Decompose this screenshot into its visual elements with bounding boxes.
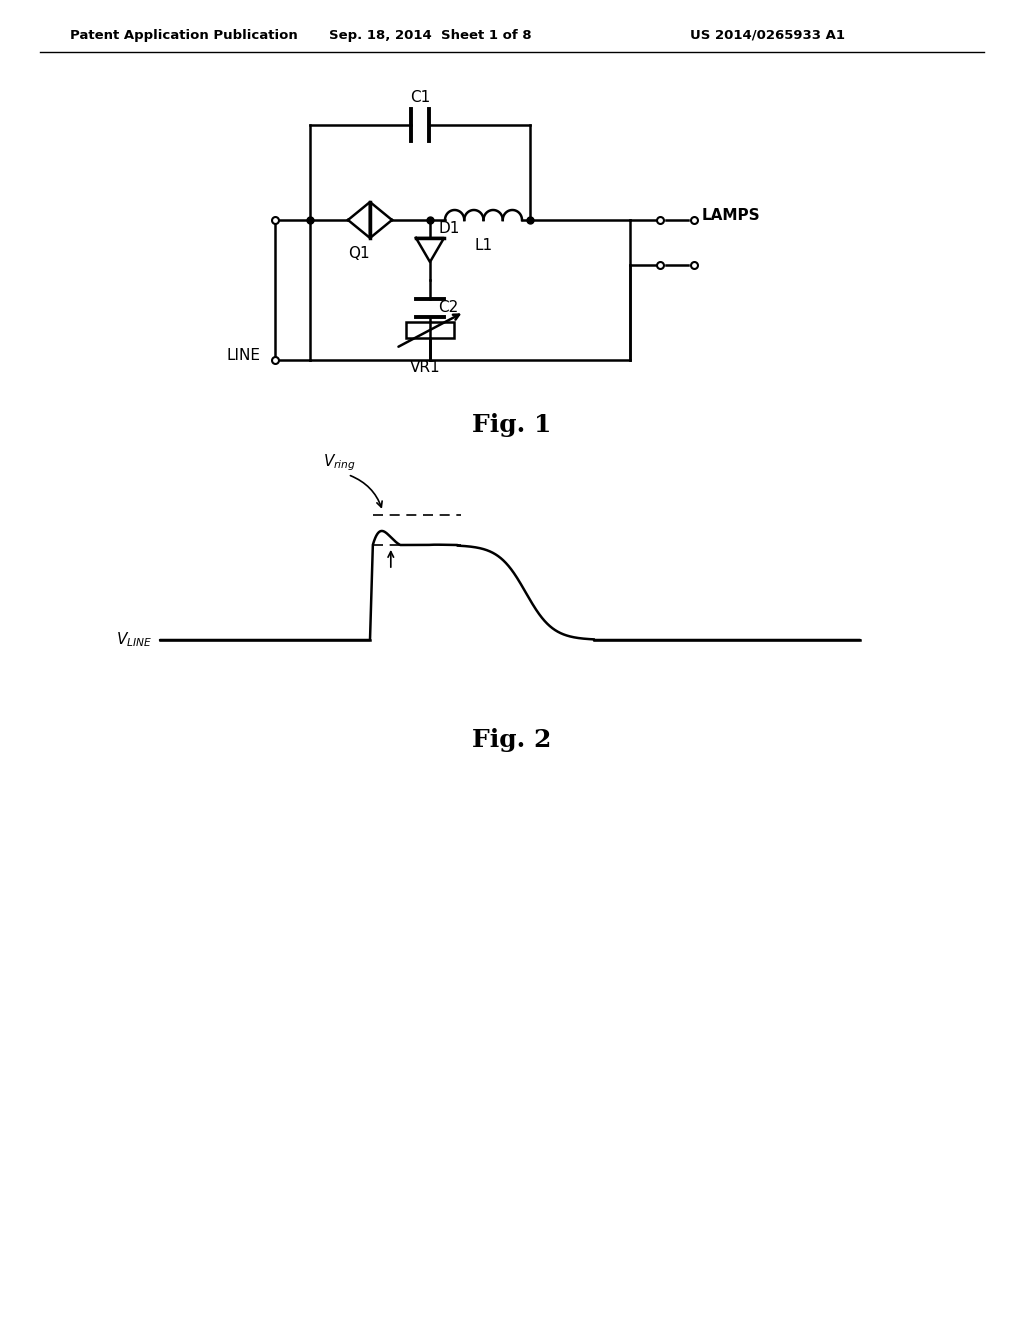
- Text: Patent Application Publication: Patent Application Publication: [70, 29, 298, 41]
- Text: VR1: VR1: [410, 360, 440, 375]
- Polygon shape: [416, 238, 444, 261]
- Text: Q1: Q1: [348, 246, 370, 261]
- FancyBboxPatch shape: [406, 322, 454, 338]
- Text: L1: L1: [474, 238, 493, 253]
- Text: D1: D1: [438, 220, 460, 236]
- Text: C2: C2: [438, 301, 459, 315]
- Text: US 2014/0265933 A1: US 2014/0265933 A1: [690, 29, 845, 41]
- Text: C1: C1: [410, 90, 430, 106]
- Text: LINE: LINE: [226, 347, 260, 363]
- Text: $V_{ring}$: $V_{ring}$: [323, 451, 355, 473]
- Polygon shape: [348, 202, 370, 238]
- Text: Sep. 18, 2014  Sheet 1 of 8: Sep. 18, 2014 Sheet 1 of 8: [329, 29, 531, 41]
- Text: Fig. 2: Fig. 2: [472, 729, 552, 752]
- Text: $V_{LINE}$: $V_{LINE}$: [116, 631, 152, 649]
- Polygon shape: [370, 202, 392, 238]
- Text: Fig. 1: Fig. 1: [472, 413, 552, 437]
- Text: LAMPS: LAMPS: [702, 207, 761, 223]
